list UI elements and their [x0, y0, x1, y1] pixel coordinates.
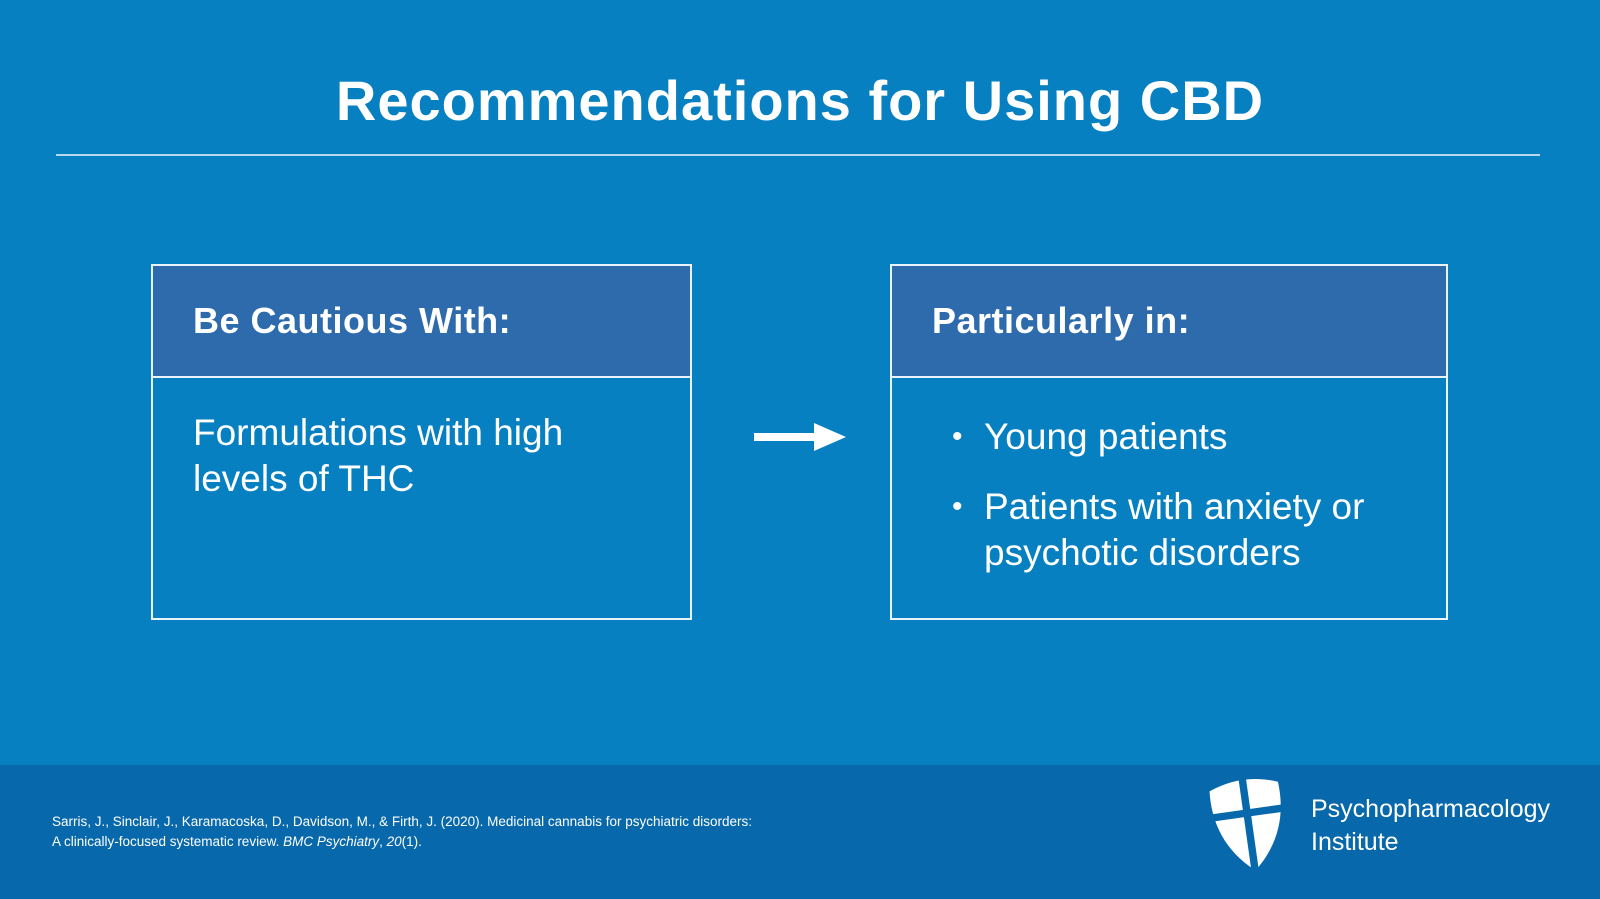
particularly-box-header-label: Particularly in:: [932, 300, 1191, 341]
particularly-box-header: Particularly in:: [892, 266, 1446, 378]
institute-logo-text: Psychopharmacology Institute: [1311, 793, 1550, 859]
shield-cross-icon: [1207, 773, 1289, 875]
right-arrow-icon: [752, 420, 848, 454]
caution-box-text: Formulations with high levels of THC: [193, 412, 564, 499]
citation-line-1: Sarris, J., Sinclair, J., Karamacoska, D…: [52, 814, 752, 829]
caution-box-body: Formulations with high levels of THC: [153, 378, 690, 618]
slide-title: Recommendations for Using CBD: [335, 69, 1265, 132]
bullet-dot-icon: •: [952, 420, 963, 453]
particularly-bullet-list: • Young patients • Patients with anxiety…: [892, 414, 1410, 576]
title-divider: [56, 154, 1540, 156]
institute-logo: Psychopharmacology Institute: [1207, 773, 1550, 875]
citation-volume: 20: [386, 834, 402, 849]
citation-suffix: (1).: [401, 834, 422, 849]
citation-separator: ,: [379, 834, 387, 849]
footer-band: Sarris, J., Sinclair, J., Karamacoska, D…: [0, 765, 1600, 899]
bullet-text: Patients with anxiety or psychotic disor…: [984, 486, 1365, 573]
particularly-box: Particularly in: • Young patients • Pati…: [890, 264, 1448, 620]
caution-box-header-label: Be Cautious With:: [193, 300, 512, 341]
citation: Sarris, J., Sinclair, J., Karamacoska, D…: [52, 812, 752, 852]
particularly-box-body: • Young patients • Patients with anxiety…: [892, 378, 1446, 618]
caution-box-header: Be Cautious With:: [153, 266, 690, 378]
citation-line-2-prefix: A clinically-focused systematic review.: [52, 834, 284, 849]
citation-journal: BMC Psychiatry: [283, 834, 380, 849]
bullet-text: Young patients: [984, 416, 1228, 457]
bullet-dot-icon: •: [952, 490, 963, 523]
list-item: • Young patients: [892, 414, 1410, 460]
list-item: • Patients with anxiety or psychotic dis…: [892, 484, 1410, 576]
caution-box: Be Cautious With: Formulations with high…: [151, 264, 692, 620]
logo-line-1: Psychopharmacology: [1311, 795, 1551, 823]
logo-line-2: Institute: [1311, 828, 1399, 856]
